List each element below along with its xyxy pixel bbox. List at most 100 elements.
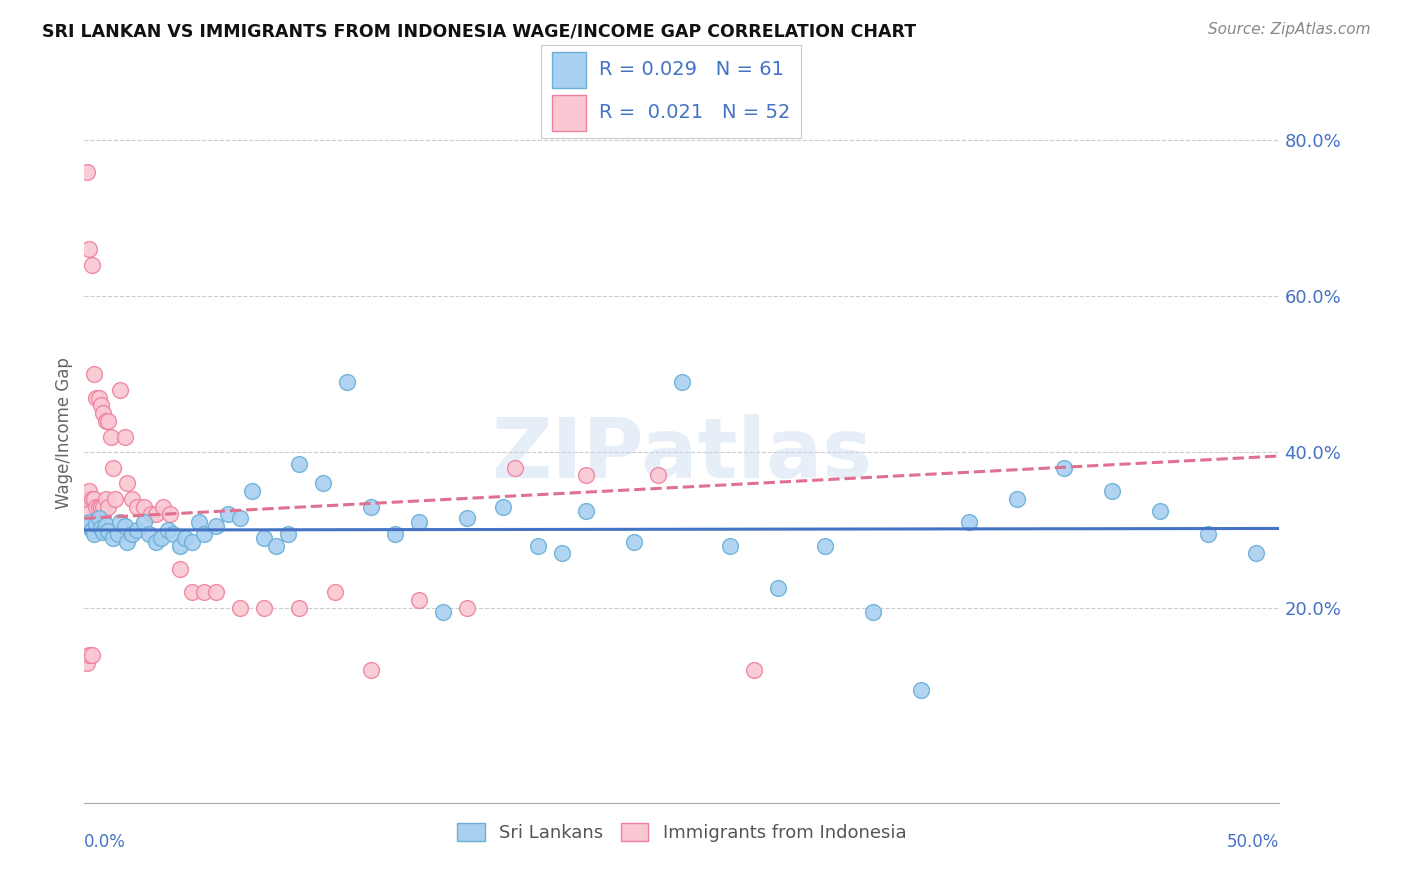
Point: [80, 648, 103, 662]
Point: [205, 585, 228, 599]
Point: [193, 585, 215, 599]
Point: [181, 534, 204, 549]
Point: [125, 523, 148, 537]
Point: [492, 500, 515, 514]
Point: [1005, 491, 1028, 506]
Point: [623, 534, 645, 549]
Point: [193, 527, 215, 541]
Point: [101, 531, 124, 545]
Point: [86, 500, 108, 514]
FancyBboxPatch shape: [551, 95, 585, 131]
Point: [408, 515, 430, 529]
Point: [169, 562, 191, 576]
Point: [80, 523, 103, 537]
Point: [141, 508, 163, 522]
Point: [100, 429, 122, 443]
Point: [157, 523, 180, 537]
Point: [80, 258, 103, 272]
Point: [1149, 503, 1171, 517]
Point: [87, 391, 110, 405]
Point: [551, 546, 574, 560]
Point: [90, 398, 112, 412]
Point: [104, 491, 127, 506]
Point: [83, 367, 105, 381]
Point: [117, 476, 139, 491]
Text: R =  0.021   N = 52: R = 0.021 N = 52: [599, 103, 790, 122]
Point: [456, 511, 478, 525]
Point: [408, 593, 430, 607]
Point: [145, 508, 167, 522]
Point: [766, 582, 789, 596]
Text: R = 0.029   N = 61: R = 0.029 N = 61: [599, 61, 783, 79]
Point: [83, 491, 105, 506]
Point: [325, 585, 347, 599]
Point: [83, 527, 105, 541]
Point: [80, 491, 103, 506]
Point: [173, 531, 195, 545]
Point: [117, 534, 139, 549]
Point: [76, 164, 98, 178]
Point: [312, 476, 335, 491]
Point: [94, 414, 117, 428]
Point: [145, 534, 167, 549]
Point: [217, 508, 239, 522]
Point: [76, 656, 98, 670]
Point: [1197, 527, 1219, 541]
Point: [101, 460, 124, 475]
Point: [288, 601, 311, 615]
Point: [114, 519, 136, 533]
Point: [205, 519, 228, 533]
Point: [181, 585, 204, 599]
Point: [132, 515, 156, 529]
Point: [114, 429, 136, 443]
Point: [957, 515, 980, 529]
Point: [384, 527, 406, 541]
Point: [432, 605, 454, 619]
Point: [360, 500, 382, 514]
Point: [169, 539, 191, 553]
Point: [336, 375, 359, 389]
Point: [264, 539, 287, 553]
Point: [77, 243, 100, 257]
Point: [862, 605, 884, 619]
Point: [360, 663, 382, 677]
Point: [90, 500, 112, 514]
Point: [97, 414, 120, 428]
Point: [94, 518, 117, 533]
Point: [1101, 484, 1123, 499]
Point: [742, 663, 765, 677]
Point: [575, 503, 598, 517]
Point: [77, 515, 100, 529]
Point: [76, 491, 98, 506]
Point: [229, 601, 252, 615]
Point: [125, 500, 148, 514]
Point: [229, 511, 252, 525]
Point: [288, 457, 311, 471]
Legend: Sri Lankans, Immigrants from Indonesia: Sri Lankans, Immigrants from Indonesia: [450, 815, 914, 849]
Point: [910, 682, 932, 697]
Point: [90, 521, 112, 535]
Point: [1053, 460, 1076, 475]
FancyBboxPatch shape: [551, 52, 585, 87]
Point: [503, 460, 526, 475]
Point: [1244, 546, 1267, 560]
Point: [159, 508, 181, 522]
Point: [86, 391, 108, 405]
Point: [110, 515, 132, 529]
Point: [240, 484, 263, 499]
Point: [121, 527, 143, 541]
Point: [575, 468, 598, 483]
Point: [647, 468, 669, 483]
Point: [188, 515, 211, 529]
Point: [77, 484, 100, 499]
Text: SRI LANKAN VS IMMIGRANTS FROM INDONESIA WAGE/INCOME GAP CORRELATION CHART: SRI LANKAN VS IMMIGRANTS FROM INDONESIA …: [42, 22, 917, 40]
Point: [76, 519, 98, 533]
Point: [87, 511, 110, 525]
Text: ZIPatlas: ZIPatlas: [492, 414, 872, 495]
Point: [76, 508, 98, 522]
Point: [110, 383, 132, 397]
Text: 0.0%: 0.0%: [84, 833, 127, 851]
Point: [671, 375, 693, 389]
Point: [86, 516, 108, 531]
Point: [94, 491, 117, 506]
